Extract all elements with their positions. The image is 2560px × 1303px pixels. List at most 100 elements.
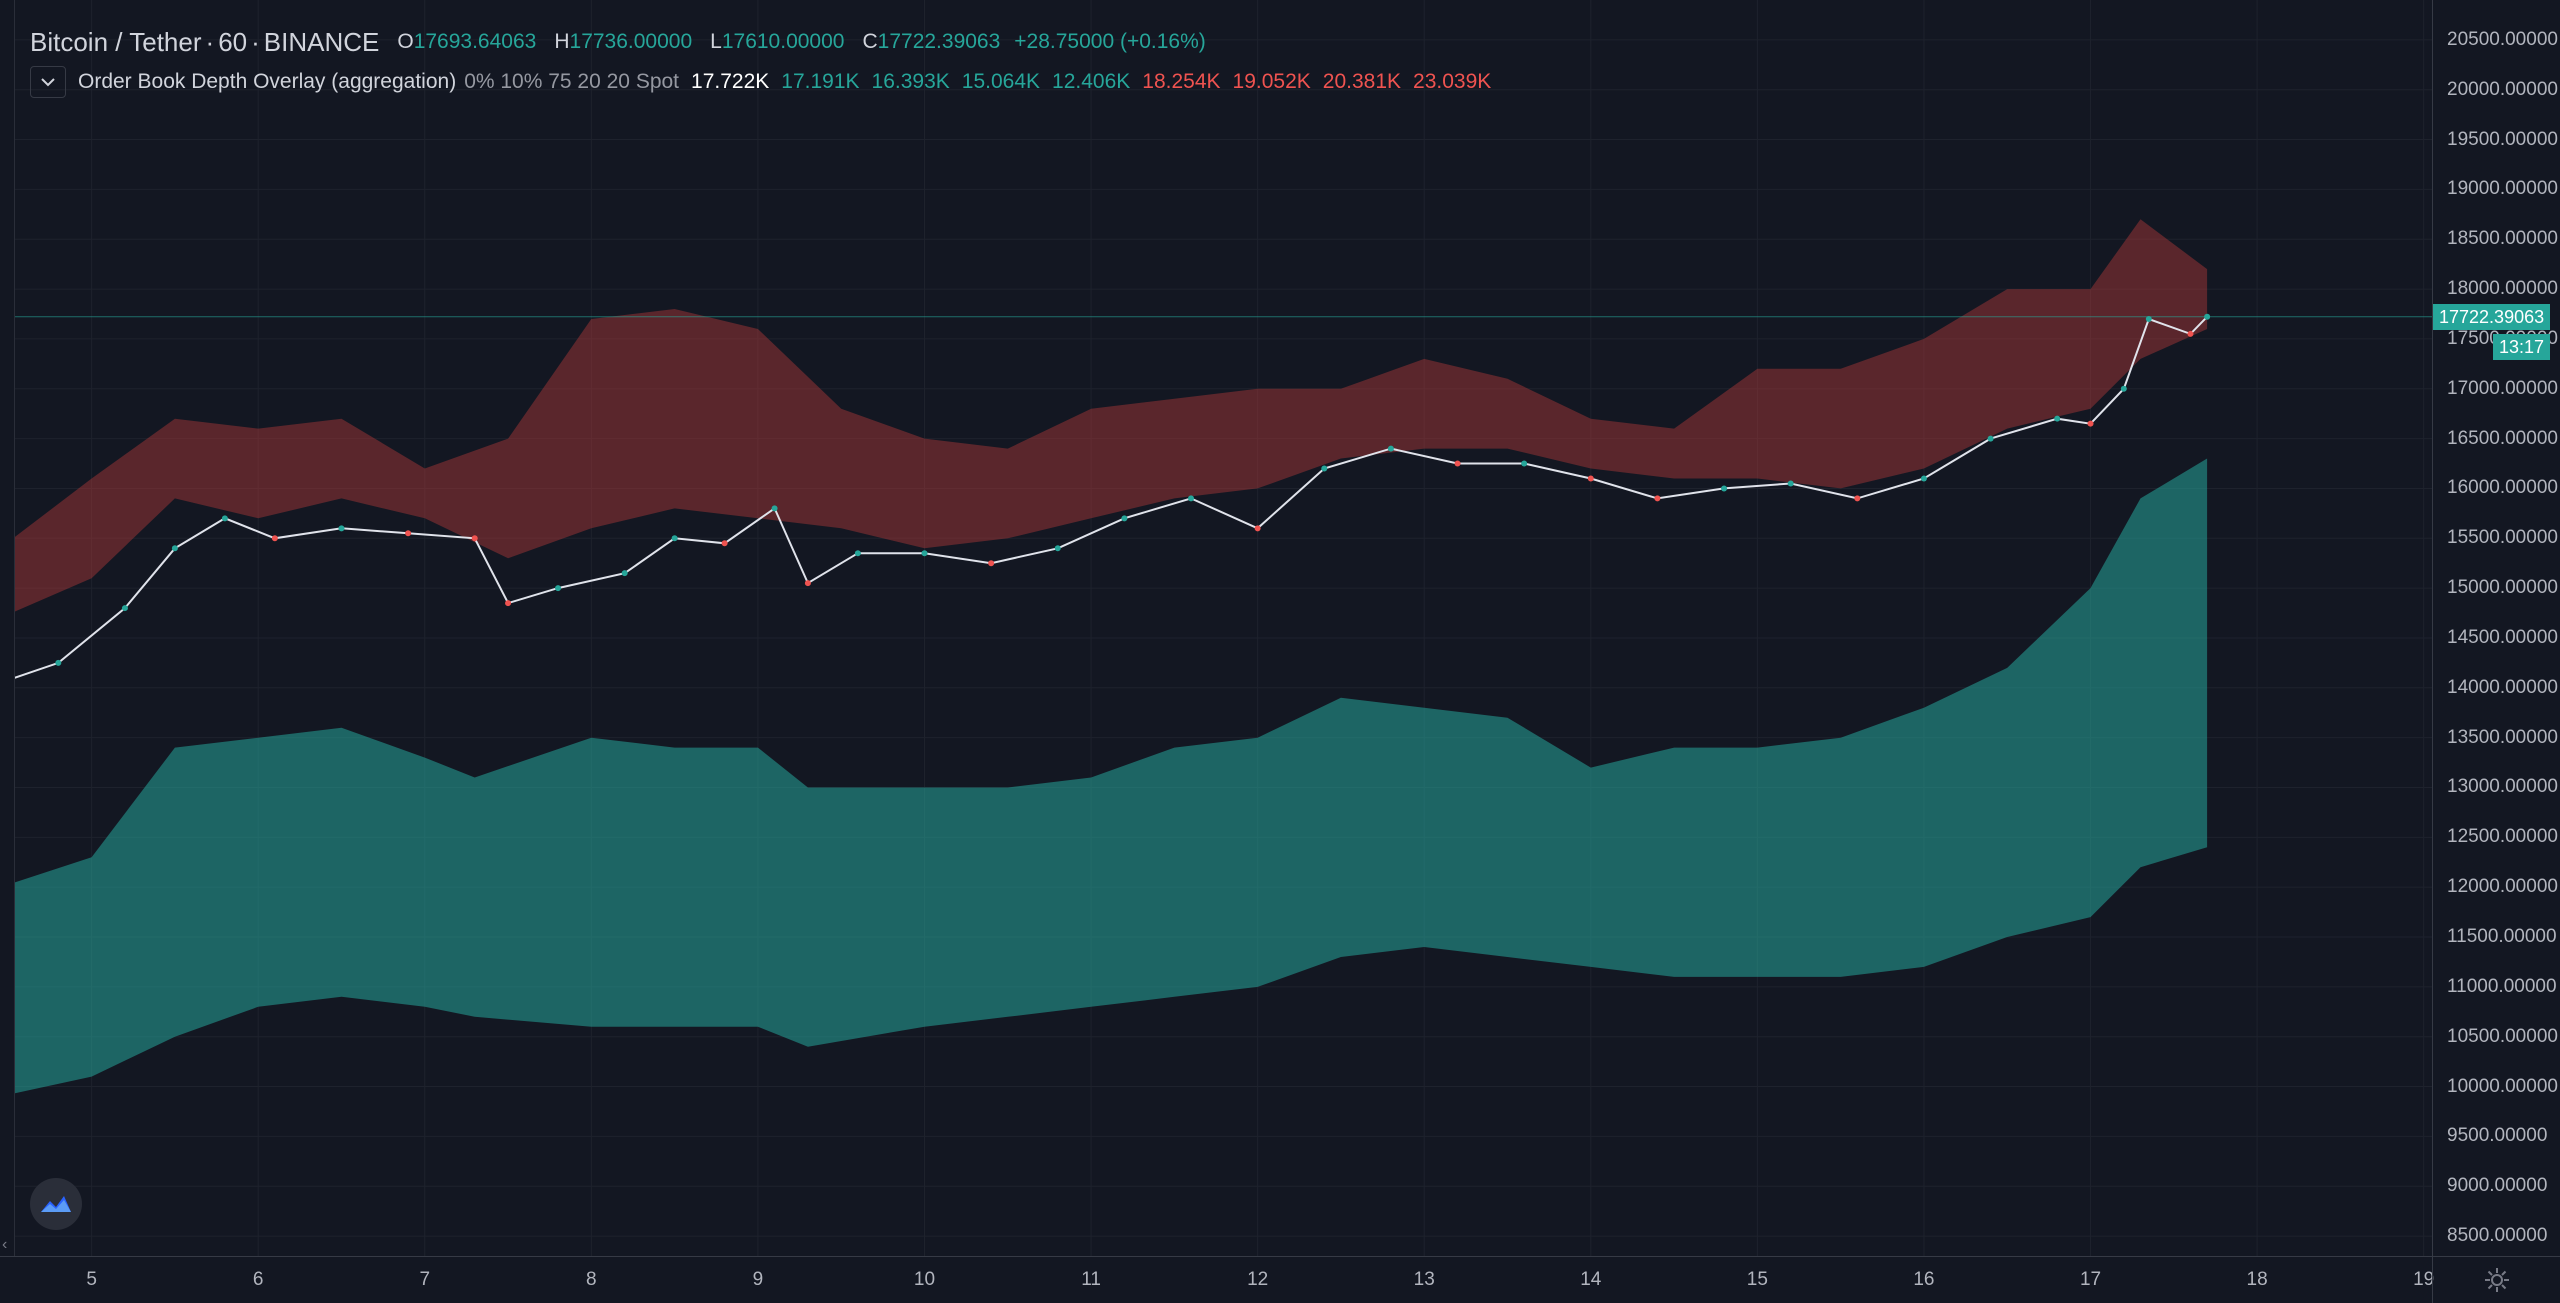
time-tick-label: 11 — [1081, 1269, 1101, 1290]
indicator-legend: Order Book Depth Overlay (aggregation) 0… — [30, 66, 1491, 98]
price-point — [1054, 545, 1061, 552]
symbol-legend: Bitcoin / Tether · 60 · BINANCE O 17693.6… — [30, 26, 1206, 58]
legend-separator: · — [251, 26, 260, 57]
price-point — [55, 659, 62, 666]
open-label: O — [397, 30, 414, 53]
gear-icon — [2485, 1268, 2509, 1292]
price-point — [988, 560, 995, 567]
time-tick-label: 6 — [252, 1269, 264, 1290]
interval-label[interactable]: 60 — [218, 26, 248, 57]
time-tick-label: 9 — [752, 1269, 764, 1290]
price-point — [471, 535, 478, 542]
indicator-value: 12.406K — [1052, 70, 1131, 93]
price-point — [1121, 515, 1128, 522]
price-point — [804, 580, 811, 587]
collapse-legend-button[interactable] — [30, 66, 66, 98]
indicator-name[interactable]: Order Book Depth Overlay (aggregation) — [78, 70, 457, 93]
left-scroll-strip[interactable]: ‹ — [0, 0, 15, 1256]
tradingview-logo-icon[interactable] — [30, 1178, 82, 1230]
price-point — [1787, 480, 1794, 487]
indicator-value: 16.393K — [871, 70, 950, 93]
indicator-params: 0% 10% 75 20 20 Spot — [464, 70, 680, 93]
last-price-tag: 17722.39063 — [2433, 303, 2551, 330]
chevron-down-icon — [41, 78, 55, 87]
price-point — [2054, 415, 2061, 422]
price-point — [271, 535, 278, 542]
low-label: L — [710, 30, 722, 53]
time-axis[interactable]: 5 6 7 8 9 10 11 12 13 14 15 16 17 18 19 — [0, 1256, 2435, 1303]
time-tick-label: 18 — [2246, 1269, 2268, 1290]
indicator-value: 18.254K — [1142, 70, 1221, 93]
exchange-label[interactable]: BINANCE — [263, 26, 380, 57]
high-value: 17736.00000 — [569, 30, 693, 53]
price-point — [1987, 435, 1994, 442]
price-tick-label: 18500.00000 — [2447, 228, 2558, 250]
price-point — [1387, 445, 1394, 452]
high-label: H — [554, 30, 570, 53]
price-tick-label: 11500.00000 — [2447, 926, 2557, 948]
price-point — [1854, 495, 1861, 502]
legend-separator: · — [205, 26, 215, 57]
indicator-value: 20.381K — [1322, 70, 1402, 93]
bid-depth-zone — [0, 458, 2208, 1097]
indicator-value: 17.722K — [691, 70, 770, 93]
price-tick-label: 13000.00000 — [2447, 776, 2558, 798]
price-tick-label: 9000.00000 — [2447, 1175, 2548, 1197]
price-axis[interactable]: 20500.00000 20000.00000 19500.00000 19000.0… — [2432, 0, 2560, 1256]
chart-pane[interactable]: Bitcoin / Tether · 60 · BINANCE O 17693.6… — [0, 0, 2433, 1256]
price-tick-label: 16500.00000 — [2447, 427, 2558, 449]
price-tick-label: 18000.00000 — [2447, 278, 2558, 300]
chevron-left-icon[interactable]: ‹ — [2, 1236, 8, 1253]
price-point — [1321, 465, 1328, 472]
time-tick-label: 7 — [419, 1269, 431, 1290]
price-tick-label: 11000.00000 — [2447, 975, 2557, 997]
time-tick-label: 5 — [86, 1269, 97, 1290]
bar-countdown-tag: 13:17 — [2493, 333, 2551, 360]
close-value: 17722.39063 — [877, 30, 1001, 53]
price-point — [1521, 460, 1528, 467]
price-tick-label: 15000.00000 — [2447, 577, 2558, 599]
time-tick-label: 12 — [1247, 1269, 1269, 1290]
price-tick-label: 10500.00000 — [2447, 1025, 2558, 1047]
time-tick-label: 17 — [2079, 1269, 2102, 1290]
price-tick-label: 13500.00000 — [2447, 726, 2558, 748]
price-point — [338, 525, 345, 532]
time-tick-label: 15 — [1746, 1269, 1768, 1290]
indicator-value: 15.064K — [961, 70, 1041, 93]
price-point — [2087, 420, 2094, 427]
time-tick-label: 19 — [2413, 1269, 2435, 1290]
low-value: 17610.00000 — [721, 30, 845, 53]
price-point — [2120, 385, 2127, 392]
price-point — [854, 550, 861, 557]
price-tick-label: 15500.00000 — [2447, 527, 2558, 549]
price-point — [1454, 460, 1461, 467]
price-point — [505, 600, 512, 607]
axis-settings-button[interactable] — [2432, 1256, 2560, 1303]
price-point — [621, 570, 628, 577]
price-point — [721, 540, 728, 547]
close-label: C — [862, 30, 878, 53]
price-point — [1587, 475, 1594, 482]
price-tick-label: 17000.00000 — [2447, 377, 2558, 399]
open-value: 17693.64063 — [413, 30, 537, 53]
price-point — [2187, 330, 2194, 337]
price-point — [1721, 485, 1728, 492]
time-tick-label: 13 — [1413, 1269, 1435, 1290]
time-tick-label: 16 — [1913, 1269, 1935, 1290]
price-tick-label: 19500.00000 — [2447, 128, 2558, 150]
price-tick-label: 19000.00000 — [2447, 178, 2558, 200]
ask-depth-zone — [0, 219, 2208, 619]
price-tick-label: 20000.00000 — [2447, 78, 2558, 100]
price-tick-label: 20500.00000 — [2447, 28, 2558, 50]
price-point — [771, 505, 778, 512]
price-point — [1920, 475, 1927, 482]
symbol-name[interactable]: Bitcoin / Tether — [30, 26, 202, 57]
indicator-value: 23.039K — [1413, 70, 1492, 93]
price-tick-label: 12000.00000 — [2447, 876, 2558, 898]
price-point — [1654, 495, 1661, 502]
price-point — [555, 585, 562, 592]
price-tick-label: 8500.00000 — [2447, 1225, 2548, 1247]
price-chart[interactable] — [0, 0, 2432, 1256]
price-tick-label: 16000.00000 — [2447, 477, 2558, 499]
price-tick-label: 14500.00000 — [2447, 626, 2558, 648]
